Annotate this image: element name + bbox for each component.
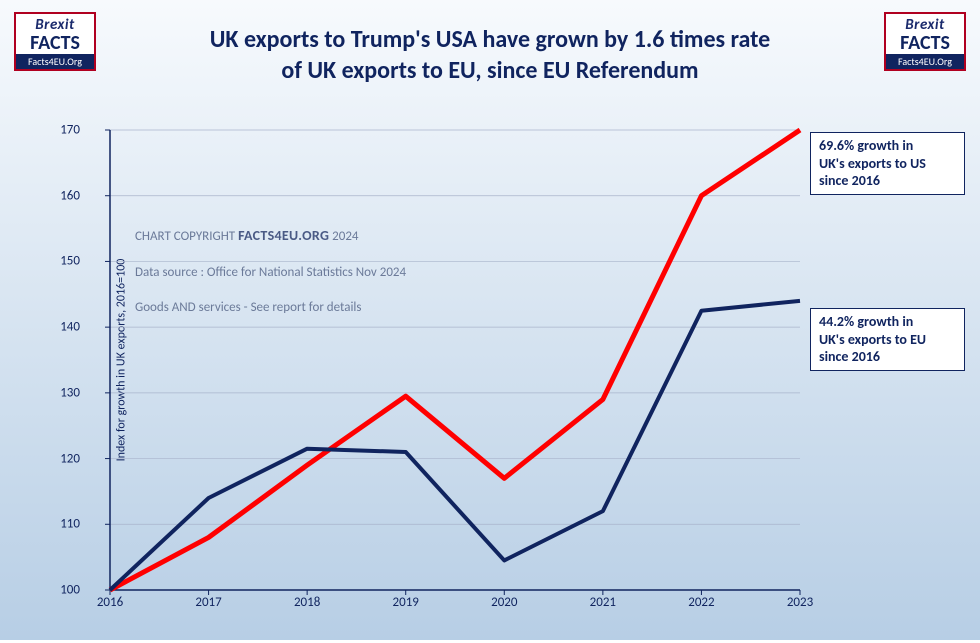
annotation-us: 69.6% growth in UK's exports to US since…: [810, 132, 965, 195]
chart-container: Brexit FACTS Facts4EU.Org Brexit FACTS F…: [0, 0, 980, 643]
series-lines: [110, 130, 800, 590]
series-line: [110, 130, 800, 590]
series-line: [110, 301, 800, 590]
gridlines: [105, 130, 800, 595]
axes: [110, 130, 800, 590]
annotation-eu: 44.2% growth in UK's exports to EU since…: [810, 308, 965, 371]
